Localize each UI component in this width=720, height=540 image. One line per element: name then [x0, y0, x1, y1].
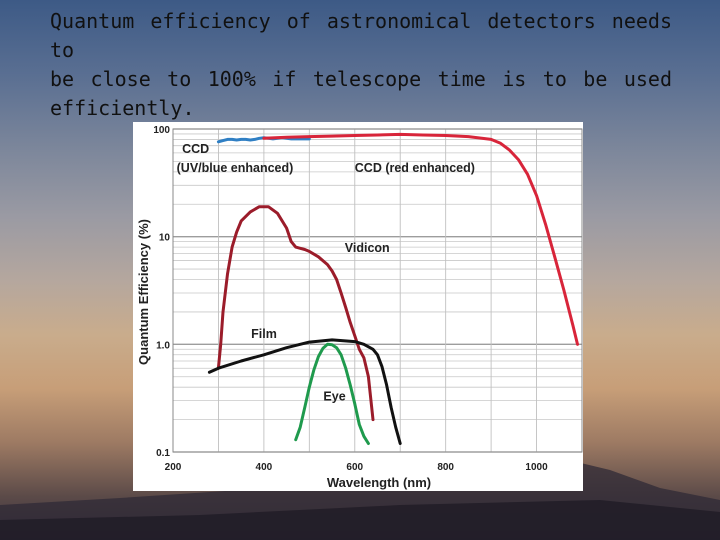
slide-heading: Quantum efficiency of astronomical detec…: [50, 7, 672, 123]
y-tick-label: 10: [159, 233, 171, 244]
annotation-label: CCD: [182, 142, 209, 156]
x-axis-label: Wavelength (nm): [327, 475, 431, 490]
x-tick-label: 800: [437, 462, 454, 473]
tick-labels: 0.1 1.0 10 100 200 400 600 800 1000: [153, 125, 548, 473]
series-line-vidicon: [216, 205, 375, 422]
x-tick-label: 600: [346, 462, 363, 473]
annotation-label: Vidicon: [345, 241, 390, 255]
series-line-film: [207, 338, 402, 445]
heading-line-3: efficiently.: [50, 96, 195, 120]
series-annotations: CCD (UV/blue enhanced) CCD (red enhanced) V…: [177, 142, 475, 404]
grid: [172, 128, 583, 453]
y-tick-label: 100: [153, 125, 170, 136]
y-axis-label: Quantum Efficiency (%): [136, 219, 151, 365]
y-tick-label: 0.1: [156, 448, 170, 459]
x-tick-label: 200: [165, 462, 182, 473]
x-tick-label: 1000: [525, 462, 548, 473]
series-lines: [207, 132, 579, 445]
y-tick-label: 1.0: [156, 340, 170, 351]
series-line-eye: [294, 342, 370, 445]
chart-svg: 0.1 1.0 10 100 200 400 600 800 1000 CCD (UV/blue …: [136, 125, 583, 490]
annotation-label: Eye: [323, 390, 345, 404]
heading-line-2: be close to 100% if telescope time is to…: [50, 67, 672, 91]
quantum-efficiency-chart: 0.1 1.0 10 100 200 400 600 800 1000 CCD (UV/blue …: [133, 122, 583, 491]
plot-frame: [172, 128, 583, 453]
heading-line-1: Quantum efficiency of astronomical detec…: [50, 9, 672, 62]
annotation-label: Film: [251, 327, 277, 341]
annotation-label: CCD (red enhanced): [355, 161, 475, 175]
series-line-ccd-red-enhanced: [262, 132, 579, 346]
annotation-label: (UV/blue enhanced): [177, 161, 294, 175]
x-tick-label: 400: [256, 462, 273, 473]
